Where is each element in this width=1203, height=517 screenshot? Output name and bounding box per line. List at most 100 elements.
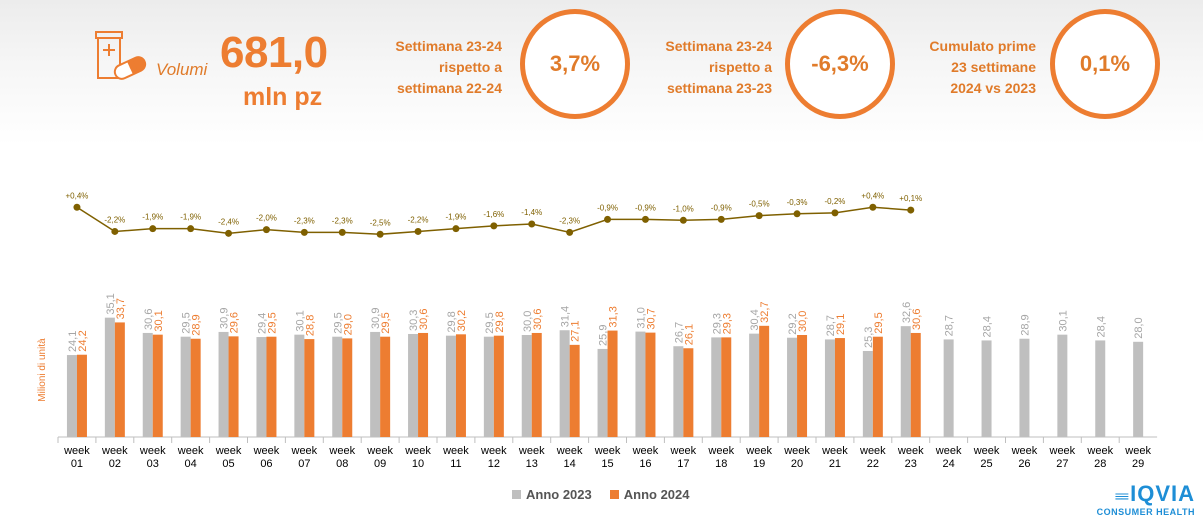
- bar-2024: [304, 339, 315, 437]
- bar-2023: [483, 336, 494, 437]
- bar-2024: [266, 336, 277, 437]
- bar-2024: [872, 336, 883, 437]
- x-tick-label: week: [404, 445, 431, 457]
- x-tick-label: 21: [829, 458, 841, 470]
- x-tick-label: 15: [601, 458, 613, 470]
- data-label-2024: 29,3: [721, 313, 733, 334]
- bar-2023: [180, 336, 191, 437]
- variation-point: [414, 227, 422, 235]
- bar-2023: [142, 332, 153, 437]
- x-tick-label: 02: [109, 458, 121, 470]
- bar-2024: [190, 338, 201, 437]
- x-tick-label: week: [518, 445, 545, 457]
- bar-2023: [981, 340, 992, 437]
- legend-label-2024: Anno 2024: [623, 487, 690, 502]
- variation-point: [679, 216, 687, 224]
- bar-2024: [759, 325, 770, 437]
- variation-label: +0,1%: [899, 194, 922, 203]
- bar-2023: [749, 333, 760, 437]
- bar-2023: [673, 346, 684, 437]
- x-tick-label: 13: [526, 458, 538, 470]
- data-label-2023: 28,4: [1095, 316, 1107, 337]
- data-label-2023: 35,1: [105, 293, 117, 314]
- kpi-1-text: Settimana 23-24 rispetto a settimana 22-…: [395, 38, 502, 96]
- data-label-2024: 29,5: [380, 312, 392, 333]
- variation-label: -0,9%: [597, 203, 618, 212]
- variation-label: -0,2%: [824, 197, 845, 206]
- bar-2024: [455, 334, 466, 437]
- variation-label: -0,9%: [711, 203, 732, 212]
- brand-mark-icon: ≡≡: [1114, 488, 1129, 504]
- bar-2024: [683, 348, 694, 437]
- variation-point: [831, 209, 839, 217]
- data-label-2024: 29,5: [873, 312, 885, 333]
- x-tick-label: week: [745, 445, 772, 457]
- x-tick-label: week: [556, 445, 583, 457]
- variation-label: -0,5%: [749, 200, 770, 209]
- chart-legend: Anno 2023 Anno 2024: [512, 487, 690, 502]
- x-tick-label: week: [291, 445, 318, 457]
- variation-point: [869, 203, 877, 211]
- bar-2023: [1133, 341, 1144, 437]
- data-label-2023: 25,3: [863, 327, 875, 348]
- variation-label: -0,3%: [787, 198, 808, 207]
- data-label-2023: 30,0: [522, 311, 534, 332]
- x-tick-label: week: [480, 445, 507, 457]
- bar-2024: [380, 336, 391, 437]
- data-label-2024: 30,7: [645, 308, 657, 329]
- data-label-2023: 28,7: [944, 315, 956, 336]
- data-label-2024: 30,1: [153, 310, 165, 331]
- variation-point: [566, 228, 574, 236]
- data-label-2023: 30,9: [219, 308, 231, 329]
- x-tick-label: 08: [336, 458, 348, 470]
- x-tick-label: week: [670, 445, 697, 457]
- x-tick-label: 01: [71, 458, 83, 470]
- data-label-2024: 29,1: [835, 314, 847, 335]
- x-tick-label: week: [1124, 445, 1151, 457]
- variation-label: -1,4%: [521, 208, 542, 217]
- legend-label-2023: Anno 2023: [526, 487, 592, 502]
- variation-label: -1,9%: [445, 213, 466, 222]
- x-tick-label: week: [821, 445, 848, 457]
- variation-label: -2,4%: [218, 217, 239, 226]
- variation-label: -2,2%: [104, 215, 125, 224]
- data-label-2023: 32,6: [901, 302, 913, 323]
- data-label-2023: 28,0: [1133, 317, 1145, 338]
- variation-point: [149, 225, 157, 233]
- variation-point: [528, 220, 536, 228]
- bar-2024: [228, 336, 239, 437]
- kpi-3-circle: 0,1%: [1050, 9, 1160, 119]
- bar-2024: [569, 344, 580, 437]
- variation-label: -2,3%: [332, 216, 353, 225]
- variation-point: [907, 206, 915, 214]
- bar-2023: [711, 337, 722, 437]
- data-label-2024: 30,0: [797, 311, 809, 332]
- bar-2024: [418, 332, 429, 437]
- data-label-2023: 30,6: [143, 309, 155, 330]
- data-label-2024: 26,1: [683, 324, 695, 345]
- bar-2024: [76, 354, 87, 437]
- bar-2023: [445, 335, 456, 437]
- x-tick-label: week: [707, 445, 734, 457]
- data-label-2023: 30,3: [408, 310, 420, 331]
- bar-2024: [645, 332, 656, 437]
- x-tick-label: 16: [639, 458, 651, 470]
- kpi-2-value: -6,3%: [811, 51, 869, 76]
- bar-2023: [943, 339, 954, 437]
- weekly-volume-chart: Milioni di unità week 01 24,124,2 week 02 35,1…: [37, 191, 1158, 470]
- variation-label: -2,0%: [256, 214, 277, 223]
- y-axis-label: Milioni di unità: [37, 338, 48, 402]
- x-tick-label: week: [328, 445, 355, 457]
- bar-2023: [1095, 340, 1106, 437]
- data-label-2023: 30,9: [370, 308, 382, 329]
- data-label-2024: 32,7: [759, 301, 771, 322]
- data-label-2024: 30,6: [532, 309, 544, 330]
- x-tick-label: week: [935, 445, 962, 457]
- data-label-2023: 24,1: [67, 331, 79, 352]
- data-label-2023: 29,3: [711, 313, 723, 334]
- variation-point: [793, 210, 801, 218]
- x-tick-label: 29: [1132, 458, 1144, 470]
- variation-point: [452, 225, 460, 233]
- data-label-2024: 29,6: [229, 312, 241, 333]
- data-label-2023: 30,1: [1057, 310, 1069, 331]
